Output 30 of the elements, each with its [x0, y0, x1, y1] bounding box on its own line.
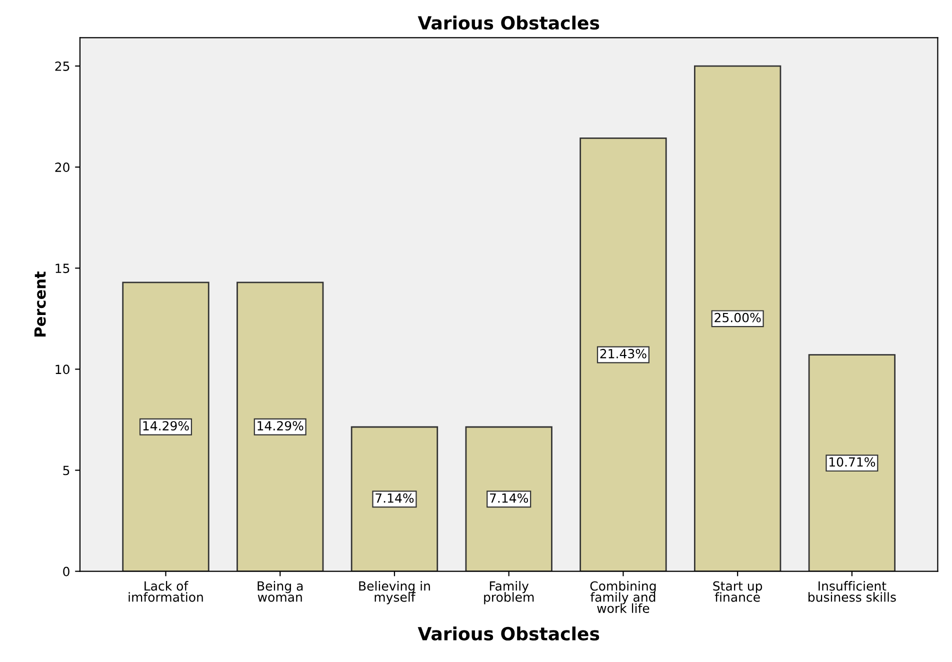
x-tick-label: Family problem	[484, 581, 534, 604]
data-label: 7.14%	[490, 493, 528, 503]
x-tick-label: Start up finance	[713, 581, 762, 602]
data-label: 21.43%	[600, 348, 646, 358]
x-tick-label: Combining family and work life	[590, 581, 656, 613]
chart-title: Various Obstacles	[418, 16, 600, 30]
data-label: 14.29%	[143, 421, 189, 431]
x-axis-title: Various Obstacles	[418, 626, 600, 641]
data-label: 10.71%	[829, 457, 876, 467]
bar	[350, 426, 438, 572]
bar	[580, 137, 667, 572]
y-tick-label: 0	[63, 566, 70, 576]
data-label: 14.29%	[258, 421, 304, 431]
bar	[236, 282, 324, 572]
y-tick-label: 20	[55, 162, 70, 172]
y-axis-title: Percent	[34, 272, 46, 336]
y-tick-label: 25	[55, 62, 70, 71]
bar	[808, 354, 896, 572]
bar	[694, 65, 782, 572]
y-tick-label: 15	[56, 264, 70, 274]
y-tick-label: 10	[56, 364, 70, 374]
x-tick-label: Believing in myself	[359, 581, 430, 604]
x-tick-label: Lack of imformation	[128, 581, 203, 602]
bar	[122, 282, 210, 572]
y-tick-label: 5	[63, 466, 70, 476]
data-label: 25.00%	[714, 312, 761, 322]
bar	[465, 426, 552, 572]
data-label: 7.14%	[376, 493, 414, 503]
x-tick-label: Being a woman	[258, 581, 303, 602]
x-tick-label: Insufficient business skills	[808, 581, 896, 602]
